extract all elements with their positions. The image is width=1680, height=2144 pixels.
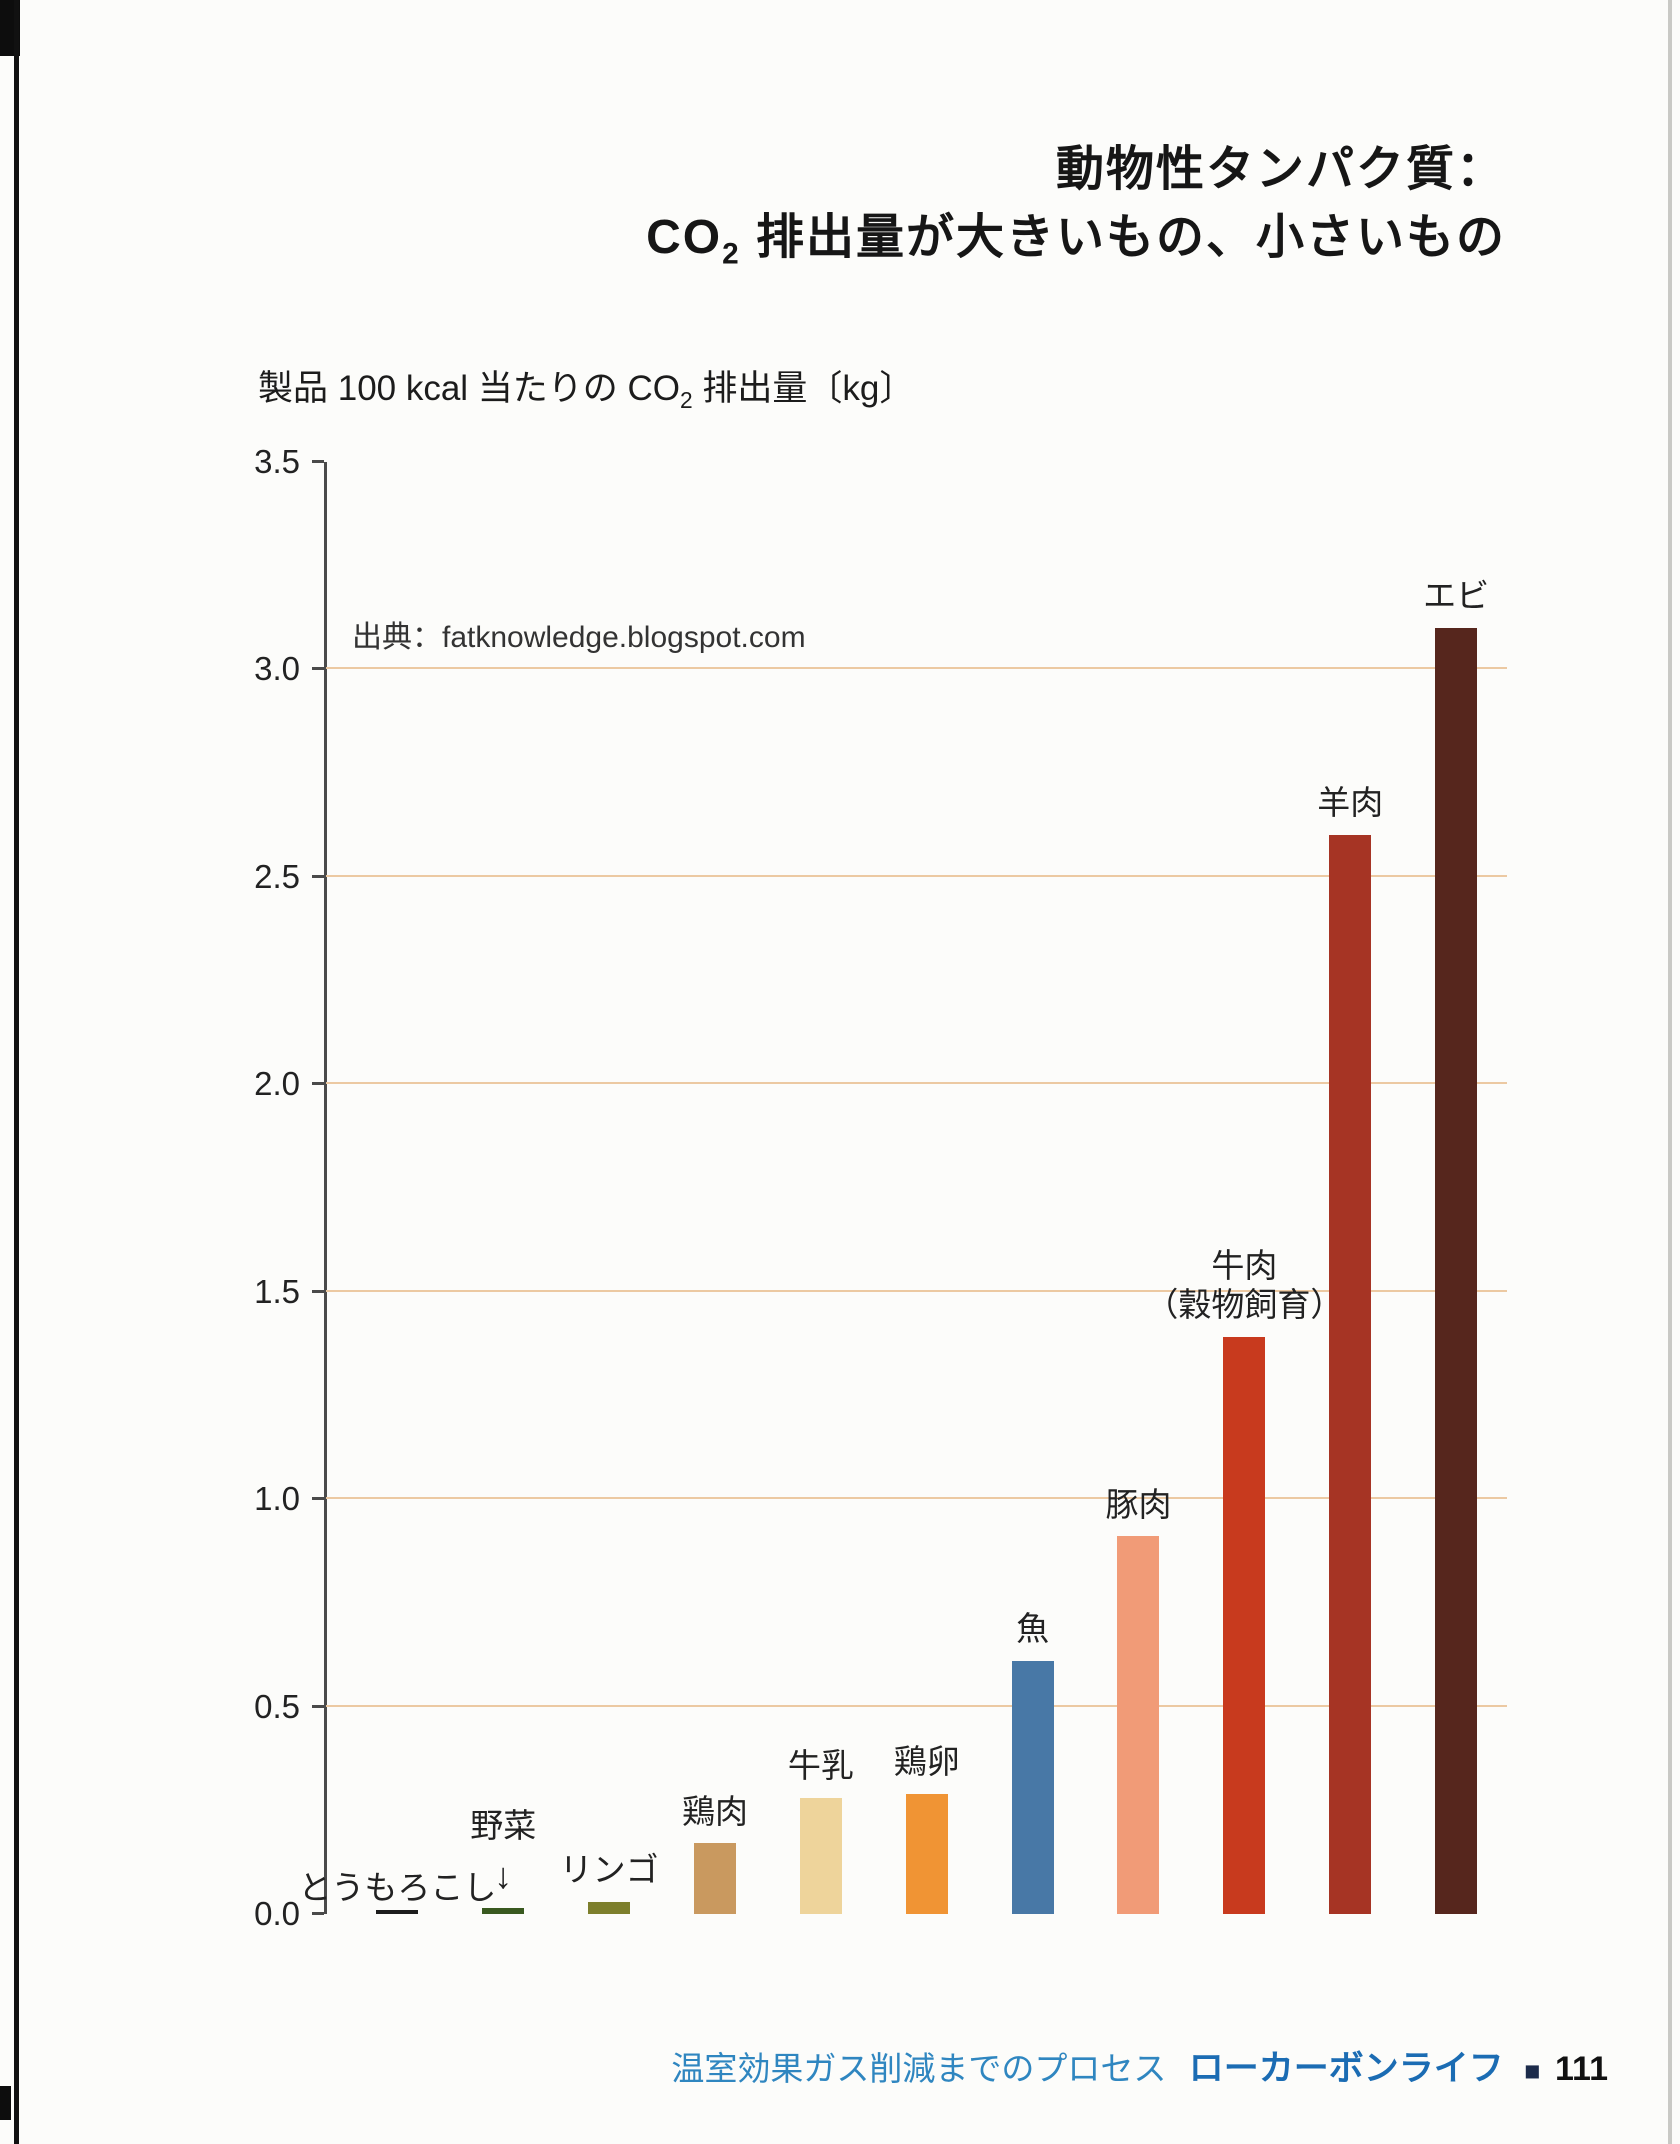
bar-label-line: （穀物飼育） <box>1145 1286 1344 1324</box>
y-tick-mark <box>312 1082 324 1086</box>
page-footer: 温室効果ガス削減までのプロセス ローカーボンライフ ■ 111 <box>671 2040 1608 2091</box>
y-axis-line <box>324 462 327 1914</box>
bar-label-line: 豚肉 <box>1105 1485 1172 1523</box>
bar-label: 牛乳 <box>788 1747 854 1786</box>
bar-label-line: 羊肉 <box>1317 784 1384 822</box>
chart-bar <box>1329 835 1372 1914</box>
chart-title-rest: 排出量が大きいもの、小さいもの <box>740 211 1506 265</box>
y-tick-label: 2.5 <box>254 857 300 895</box>
footer-book-title: ローカーボンライフ <box>1188 2049 1504 2088</box>
bar-label-line: 牛肉 <box>1211 1247 1278 1285</box>
y-tick-label: 2.0 <box>254 1065 300 1103</box>
bar-label-line: 牛乳 <box>787 1746 854 1784</box>
chart-title: 動物性タンパク質： CO2 排出量が大きいもの、小さいもの <box>646 136 1506 276</box>
gridline <box>326 1497 1507 1500</box>
bar-label: 鶏肉 <box>682 1793 748 1832</box>
chart-bar <box>588 1901 631 1914</box>
scan-edge-notch <box>0 2086 11 2120</box>
bar-chart: 0.0 0.5 1.0 1.5 2.0 2.5 3.0 3.5 とうもろこし ↓ 野菜 リンゴ 鶏肉 牛… <box>0 445 1680 1931</box>
bar-label-line: リンゴ <box>559 1850 659 1888</box>
bar-label: 羊肉 <box>1317 784 1383 823</box>
y-tick-label: 0.5 <box>254 1687 300 1725</box>
y-tick-label: 3.0 <box>254 650 300 688</box>
page-number: 111 <box>1555 2050 1608 2088</box>
y-tick-label: 0.0 <box>254 1895 300 1932</box>
page-edge-shadow <box>1668 0 1672 2144</box>
y-tick-mark <box>312 667 324 671</box>
chart-title-line1: 動物性タンパク質： <box>1055 143 1506 196</box>
chart-bar <box>799 1797 842 1914</box>
chart-bar <box>1117 1536 1160 1914</box>
bar-label-line: 魚 <box>1016 1610 1050 1647</box>
y-tick-label: 1.5 <box>254 1272 300 1310</box>
bar-label-line: エビ <box>1423 577 1490 615</box>
y-tick-mark <box>312 460 324 463</box>
bar-label: 豚肉 <box>1105 1486 1171 1525</box>
chart-title-line2: CO2 排出量が大きいもの、小さいもの <box>646 204 1506 276</box>
footer-section-title: 温室効果ガス削減までのプロセス <box>671 2050 1167 2087</box>
bar-label: 鶏卵 <box>894 1743 960 1782</box>
y-tick-mark <box>312 1912 324 1915</box>
arrow-down-icon: ↓ <box>494 1854 513 1896</box>
gridline <box>326 1704 1507 1707</box>
chart-bar <box>1435 627 1478 1914</box>
y-tick-label: 1.0 <box>254 1480 300 1518</box>
chart-bar <box>905 1793 948 1914</box>
bar-label: 魚 <box>1016 1610 1049 1649</box>
chart-title-subscript: 2 <box>722 237 741 271</box>
y-tick-label: 3.5 <box>254 443 300 480</box>
chart-title-co: CO <box>646 211 723 265</box>
y-tick-mark <box>312 1289 324 1293</box>
y-tick-mark <box>312 874 324 878</box>
bar-label: エビ <box>1423 577 1489 616</box>
bar-label: 野菜 <box>470 1807 536 1846</box>
y-axis-tick-labels: 0.0 0.5 1.0 1.5 2.0 2.5 3.0 3.5 <box>200 445 300 1931</box>
chart-bar <box>482 1907 525 1914</box>
plot-area: とうもろこし ↓ 野菜 リンゴ 鶏肉 牛乳 鶏卵 魚 豚肉 牛肉 （穀物飼育） 羊肉 エビ <box>298 460 1507 1915</box>
bar-label-line: 鶏肉 <box>681 1792 748 1830</box>
chart-bar <box>693 1843 736 1914</box>
bar-label: リンゴ <box>560 1851 659 1890</box>
y-axis-title-rest: 排出量〔kg〕 <box>692 369 915 408</box>
y-axis-title-subscript: 2 <box>680 387 693 413</box>
gridline <box>326 1289 1507 1292</box>
chart-bar <box>376 1909 419 1914</box>
source-credit: 出典：fatknowledge.blogspot.com <box>352 621 806 654</box>
gridline <box>326 667 1507 670</box>
y-axis-title: 製品 100 kcal 当たりの CO2 排出量〔kg〕 <box>258 360 914 414</box>
bar-label: 牛肉 （穀物飼育） <box>1145 1247 1343 1325</box>
bar-label-line: とうもろこし <box>298 1869 497 1907</box>
bar-label-line: 野菜 <box>470 1806 537 1844</box>
footer-square-icon: ■ <box>1524 2056 1541 2086</box>
gridline <box>326 874 1507 877</box>
bar-label: とうもろこし <box>298 1869 496 1908</box>
y-tick-mark <box>312 1497 324 1501</box>
chart-bar <box>1223 1337 1266 1914</box>
gridline <box>326 1082 1507 1085</box>
y-axis-title-pre: 製品 100 kcal 当たりの CO <box>258 369 681 408</box>
scan-edge-line <box>14 0 19 2144</box>
bar-label-line: 鶏卵 <box>893 1742 960 1780</box>
y-tick-mark <box>312 1704 324 1708</box>
chart-bar <box>1011 1660 1054 1914</box>
